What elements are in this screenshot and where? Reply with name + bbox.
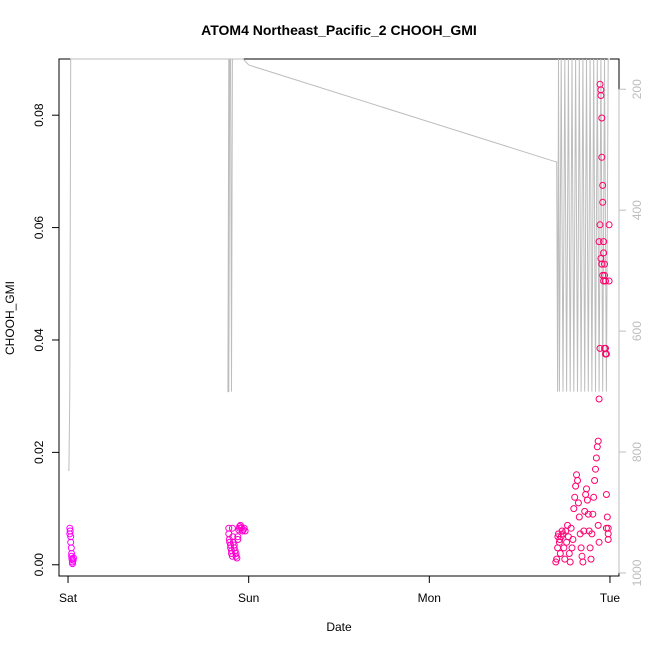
y-tick-label: 0.00 [32,553,46,577]
y2-tick-label: 1000 [630,559,644,586]
data-point [578,552,586,560]
data-point [602,350,609,358]
y2-tick-label: 600 [630,321,644,341]
data-point [602,491,610,498]
x-tick-label: Tue [600,591,621,605]
data-point [575,513,583,521]
pressure-line-layer [68,58,610,471]
data-point [597,86,605,94]
data-point [603,513,611,521]
data-point [592,454,600,462]
data-point [595,238,603,246]
data-point [600,249,608,257]
data-point [572,482,580,490]
data-point [228,524,236,532]
data-point [592,465,599,473]
data-point [561,555,569,563]
data-point [586,544,594,552]
data-point [68,555,76,563]
data-point [234,533,242,541]
data-point [591,477,599,484]
data-point [598,260,606,268]
data-point [565,550,573,557]
data-point [595,538,603,546]
data-point [556,550,564,557]
x-tick-label: Mon [418,591,441,605]
data-point [583,485,590,493]
data-point [558,527,566,535]
data-point [595,395,603,403]
x-axis: Sat Sun Mon Tue [59,575,621,605]
data-point [601,260,608,268]
data-point [593,443,601,451]
data-point [587,555,595,563]
data-point [598,153,606,161]
data-point [574,499,582,507]
y-axis: 0.00 0.02 0.04 0.06 0.08 [32,103,60,577]
data-point [588,530,596,538]
data-point [598,114,606,122]
data-point [569,536,577,543]
data-point [579,558,587,566]
data-point [70,554,77,562]
data-point [599,181,607,189]
data-point [566,558,574,566]
data-point [573,471,580,479]
y-tick-label: 0.04 [32,328,46,352]
data-point [589,510,597,518]
data-point [584,510,592,518]
data-point [594,437,602,445]
y2-tick-label: 200 [630,79,644,99]
data-point [233,554,241,562]
data-point [552,558,560,566]
data-point [605,221,613,229]
y2-tick-label: 400 [630,200,644,220]
data-point [570,505,578,513]
chart-title: ATOM4 Northeast_Pacific_2 CHOOH_GMI [201,22,477,38]
data-point [602,524,610,532]
data-point [560,544,568,552]
x-axis-label: Date [326,620,352,634]
data-point [67,544,75,552]
data-point [232,550,240,557]
plot-frame [58,58,620,577]
data-point [234,536,242,543]
points-layer [66,80,613,568]
data-point [590,493,598,501]
data-point [596,221,604,229]
data-point [582,491,590,498]
data-point [580,527,588,535]
y-axis-label: CHOOH_GMI [3,281,17,355]
pressure-series-line [68,58,610,471]
y2-tick-label: 800 [630,442,644,462]
data-point [241,527,249,535]
data-point [600,277,608,285]
right-pressure-axis: 200 400 600 800 1000 [618,79,644,586]
x-tick-label: Sun [238,591,259,605]
data-point [602,277,609,285]
data-point [553,555,561,563]
data-point [583,496,591,504]
data-point [571,493,579,501]
data-point [563,538,571,546]
data-point [567,524,575,532]
data-point [574,477,581,484]
data-point [600,238,608,246]
data-point [577,544,585,552]
data-point [594,521,602,529]
y-tick-label: 0.08 [32,103,46,127]
y-tick-label: 0.02 [32,440,46,464]
data-point [604,536,612,543]
data-point [599,198,607,206]
x-tick-label: Sat [59,591,78,605]
data-point [554,544,562,552]
data-point [568,544,576,552]
y-tick-label: 0.06 [32,216,46,240]
